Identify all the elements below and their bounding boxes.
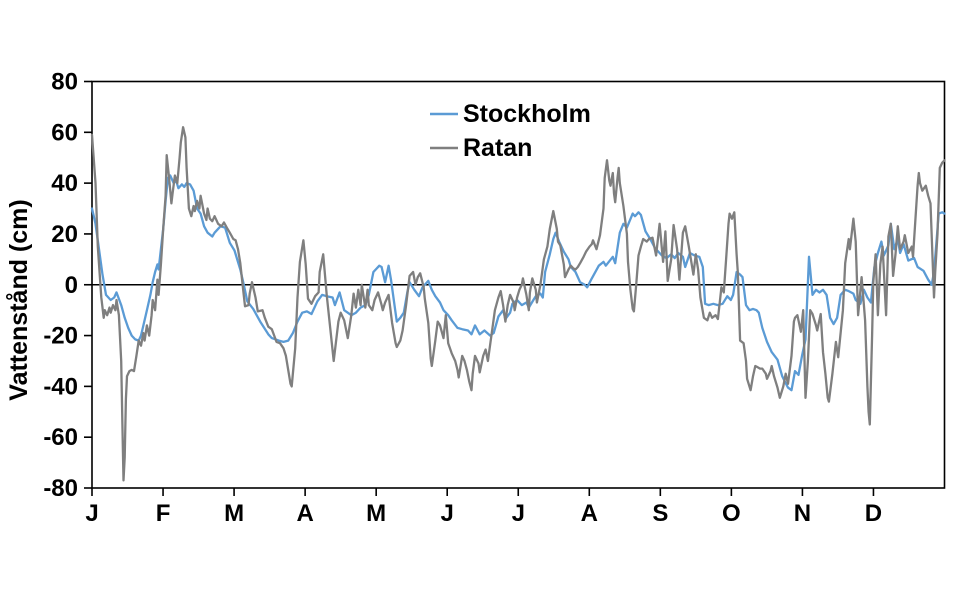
x-tick-label: N xyxy=(794,500,811,527)
y-tick-label: 0 xyxy=(65,272,78,299)
y-tick-label: 80 xyxy=(51,69,78,96)
y-tick-label: -40 xyxy=(43,373,78,400)
legend-label-stockholm: Stockholm xyxy=(463,100,591,128)
series-layer xyxy=(90,126,946,482)
y-tick-label: -20 xyxy=(43,323,78,350)
y-tick-label: 60 xyxy=(51,119,78,146)
x-tick-label: A xyxy=(296,500,313,527)
x-tick-label: D xyxy=(865,500,882,527)
axes-layer: 80 60 40 20 0 -20 -40 -60 -80 J F M A M J J A S O N D xyxy=(43,69,946,527)
series-ratan-line xyxy=(90,126,946,482)
x-tick-label: M xyxy=(366,500,386,527)
y-tick-label: -60 xyxy=(43,424,78,451)
x-tick-label: O xyxy=(722,500,741,527)
series-stockholm-line xyxy=(90,174,946,392)
x-tick-label: A xyxy=(581,500,598,527)
x-tick-label: F xyxy=(156,500,171,527)
x-tick-label: J xyxy=(85,500,98,527)
y-tick-label: 40 xyxy=(51,170,78,197)
x-tick-label: J xyxy=(441,500,454,527)
legend-label-ratan: Ratan xyxy=(463,134,532,162)
x-tick-label: M xyxy=(224,500,244,527)
y-tick-label: -80 xyxy=(43,475,78,502)
y-tick-label: 20 xyxy=(51,221,78,248)
x-tick-label: S xyxy=(652,500,668,527)
x-tick-label: J xyxy=(512,500,525,527)
y-axis-title: Vattenstånd (cm) xyxy=(5,199,33,400)
legend: Stockholm Ratan xyxy=(430,100,591,162)
